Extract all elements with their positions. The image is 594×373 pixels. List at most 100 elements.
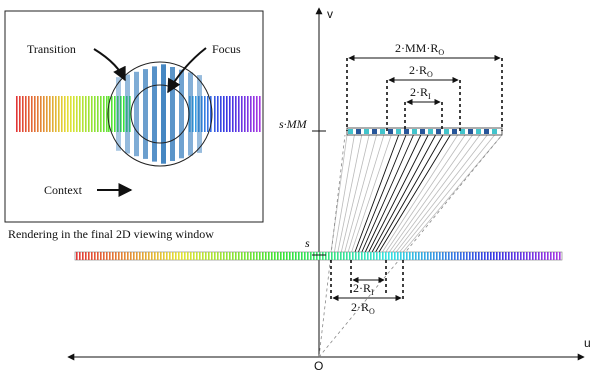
context-strip-bar xyxy=(343,252,345,260)
context-strip-bar xyxy=(205,252,207,260)
context-strip-bar xyxy=(316,252,318,260)
context-strip xyxy=(74,251,563,261)
context-strip-bar xyxy=(250,252,252,260)
projection-line xyxy=(382,134,459,253)
context-strip-bar xyxy=(472,252,474,260)
context-strip-bar xyxy=(421,252,423,260)
context-strip-bar xyxy=(247,252,249,260)
context-strip-bar xyxy=(409,252,411,260)
context-strip-bar xyxy=(181,252,183,260)
context-strip-bar xyxy=(397,252,399,260)
context-strip-bar xyxy=(355,252,357,260)
magnified-strip xyxy=(346,127,503,136)
inset-strip-bar xyxy=(19,96,21,132)
context-strip-bar xyxy=(331,252,333,260)
bottom-dimensions: 2·RI 2·RO xyxy=(330,260,404,316)
context-strip-bar xyxy=(139,252,141,260)
context-strip-bar xyxy=(544,252,546,260)
origin-ray-left xyxy=(318,134,346,358)
inset-strip-bar xyxy=(223,96,225,132)
magnified-strip-segment xyxy=(380,129,385,134)
inset-strip-bar xyxy=(120,96,122,132)
magnified-strip-segment xyxy=(396,129,401,134)
inset-strip-bar xyxy=(253,96,255,132)
context-strip-bar xyxy=(145,252,147,260)
inset-strip-bar xyxy=(76,96,78,132)
magnified-strip-segment xyxy=(460,129,465,134)
inset-strip-bar xyxy=(229,96,231,132)
context-strip-bar xyxy=(325,252,327,260)
context-strip-bar xyxy=(388,252,390,260)
context-strip-bar xyxy=(394,252,396,260)
inset-strip-bar xyxy=(64,96,66,132)
inset-strip-bar xyxy=(82,96,84,132)
context-strip-bar xyxy=(259,252,261,260)
context-strip-bar xyxy=(460,252,462,260)
inset-strip-bar xyxy=(97,96,99,132)
context-strip-bar xyxy=(241,252,243,260)
context-strip-bar xyxy=(541,252,543,260)
context-strip-bar xyxy=(538,252,540,260)
context-strip-bar xyxy=(463,252,465,260)
context-strip-bar xyxy=(175,252,177,260)
inset-caption: Rendering in the final 2D viewing window xyxy=(8,227,214,241)
magnified-strip-segment xyxy=(372,129,377,134)
inset-strip-bar xyxy=(232,96,234,132)
projection-line xyxy=(330,134,348,253)
projection-line xyxy=(399,134,495,253)
context-strip-bar xyxy=(307,252,309,260)
inset-strip-bar xyxy=(256,96,258,132)
context-strip-bar xyxy=(235,252,237,260)
focus-stripe xyxy=(170,67,175,161)
focus-stripe xyxy=(188,72,193,156)
context-strip-bar xyxy=(358,252,360,260)
context-strip-bar xyxy=(535,252,537,260)
inset-strip-bar xyxy=(16,96,18,132)
context-strip-bar xyxy=(232,252,234,260)
inset-strip-bar xyxy=(235,96,237,132)
context-strip-bar xyxy=(367,252,369,260)
projection-line xyxy=(368,134,429,253)
magnified-strip-segment xyxy=(388,129,393,134)
context-strip-bar xyxy=(277,252,279,260)
transition-circle xyxy=(107,61,213,167)
context-strip-bar xyxy=(151,252,153,260)
inset-strip-bar xyxy=(37,96,39,132)
context-strip-bar xyxy=(256,252,258,260)
context-strip-bar xyxy=(301,252,303,260)
context-strip-bar xyxy=(502,252,504,260)
context-strip-bar xyxy=(298,252,300,260)
inset-strip-bar xyxy=(201,96,203,132)
context-strip-bar xyxy=(427,252,429,260)
inset-strip-bar xyxy=(247,96,249,132)
context-strip-bar xyxy=(286,252,288,260)
context-strip-bar xyxy=(529,252,531,260)
context-strip-bar xyxy=(163,252,165,260)
projection-line xyxy=(351,134,392,253)
context-strip-bar xyxy=(550,252,552,260)
context-strip-bar xyxy=(214,252,216,260)
inset-strip-bar xyxy=(34,96,36,132)
projection-line xyxy=(344,134,377,253)
context-strip-bar xyxy=(451,252,453,260)
context-strip-bar xyxy=(172,252,174,260)
projection-line xyxy=(402,134,503,253)
inset-strip-bar xyxy=(204,96,206,132)
context-strip-bar xyxy=(418,252,420,260)
inset-strip-bar xyxy=(31,96,33,132)
context-strip-bar xyxy=(88,252,90,260)
projection-line xyxy=(361,134,414,253)
context-strip-bar xyxy=(448,252,450,260)
projection-line xyxy=(347,134,385,253)
context-strip-frame xyxy=(74,251,563,261)
context-strip-bar xyxy=(283,252,285,260)
inset-strip-bar xyxy=(55,96,57,132)
context-strip-bar xyxy=(223,252,225,260)
context-strip-bar xyxy=(517,252,519,260)
projection-line xyxy=(375,134,444,253)
inset-strip-bar xyxy=(91,96,93,132)
context-strip-bar xyxy=(379,252,381,260)
context-strip-bar xyxy=(193,252,195,260)
context-strip-bar xyxy=(496,252,498,260)
bottom-inner-label: 2·RI xyxy=(353,281,374,297)
